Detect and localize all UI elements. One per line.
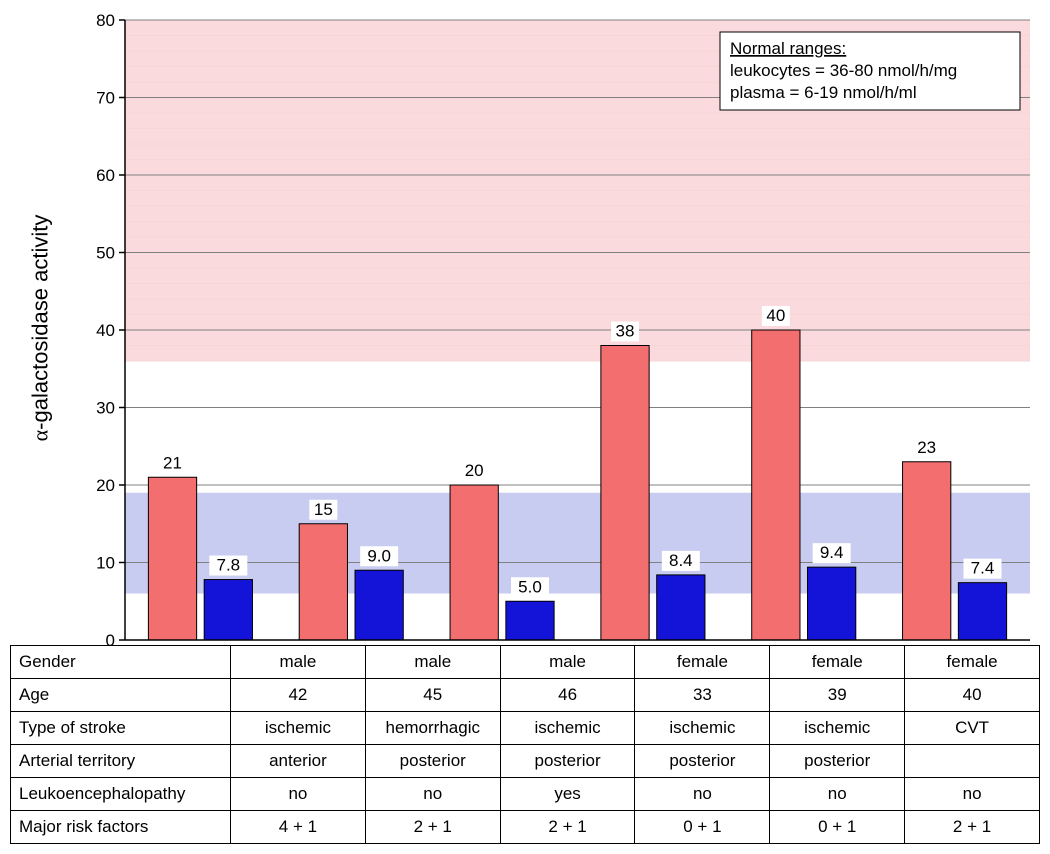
table-cell: 42: [231, 679, 366, 712]
table-row: Age424546333940: [11, 679, 1040, 712]
table-cell: 4 + 1: [231, 811, 366, 844]
chart-row: α-galactosidase activity 21 7.8 15 9.0 20 5.0…: [10, 10, 1040, 645]
table-row: Leukoencephalopathynonoyesnonono: [11, 778, 1040, 811]
table-row: Type of strokeischemichemorrhagicischemi…: [11, 712, 1040, 745]
table-cell: male: [231, 646, 366, 679]
svg-text:30: 30: [96, 399, 115, 418]
svg-text:5.0: 5.0: [518, 577, 542, 596]
svg-text:23: 23: [917, 438, 936, 457]
y-axis-label-wrap: α-galactosidase activity: [10, 10, 70, 645]
table-cell: yes: [500, 778, 635, 811]
table-cell: CVT: [905, 712, 1040, 745]
table-cell: anterior: [231, 745, 366, 778]
table-cell: 2 + 1: [905, 811, 1040, 844]
table-cell: 33: [635, 679, 770, 712]
row-label: Gender: [11, 646, 231, 679]
table-cell: ischemic: [231, 712, 366, 745]
table-cell: female: [905, 646, 1040, 679]
table-cell: 40: [905, 679, 1040, 712]
table-cell: [905, 745, 1040, 778]
svg-text:38: 38: [616, 322, 635, 341]
table-cell: no: [635, 778, 770, 811]
table-cell: no: [231, 778, 366, 811]
svg-text:40: 40: [766, 306, 785, 325]
svg-text:9.0: 9.0: [367, 546, 391, 565]
table-cell: ischemic: [770, 712, 905, 745]
svg-text:Normal ranges:: Normal ranges:: [730, 39, 846, 58]
table-cell: 0 + 1: [635, 811, 770, 844]
svg-text:8.4: 8.4: [669, 551, 693, 570]
bar-chart: 21 7.8 15 9.0 20 5.0 38 8.4 40 9.4 23 7.4 0 10 20 30 40 5…: [70, 10, 1040, 645]
svg-text:40: 40: [96, 321, 115, 340]
svg-text:20: 20: [96, 476, 115, 495]
table-cell: 2 + 1: [500, 811, 635, 844]
svg-text:60: 60: [96, 166, 115, 185]
svg-text:0: 0: [106, 631, 115, 645]
svg-text:10: 10: [96, 554, 115, 573]
y-axis-label: α-galactosidase activity: [27, 214, 53, 441]
ylabel-rest: -galactosidase activity: [27, 214, 52, 429]
table-row: Gendermalemalemalefemalefemalefemale: [11, 646, 1040, 679]
row-label: Type of stroke: [11, 712, 231, 745]
table-cell: hemorrhagic: [365, 712, 500, 745]
table-cell: 39: [770, 679, 905, 712]
svg-text:15: 15: [314, 500, 333, 519]
table-cell: female: [635, 646, 770, 679]
table-cell: 46: [500, 679, 635, 712]
row-label: Arterial territory: [11, 745, 231, 778]
table-cell: posterior: [770, 745, 905, 778]
svg-text:70: 70: [96, 89, 115, 108]
svg-text:20: 20: [465, 461, 484, 480]
table-cell: ischemic: [635, 712, 770, 745]
table-cell: no: [365, 778, 500, 811]
table-cell: no: [770, 778, 905, 811]
svg-text:7.4: 7.4: [971, 559, 995, 578]
table-cell: 45: [365, 679, 500, 712]
table-cell: ischemic: [500, 712, 635, 745]
table-cell: male: [365, 646, 500, 679]
table-row: Arterial territoryanteriorposteriorposte…: [11, 745, 1040, 778]
table-cell: 2 + 1: [365, 811, 500, 844]
table-cell: no: [905, 778, 1040, 811]
table-cell: posterior: [365, 745, 500, 778]
svg-text:9.4: 9.4: [820, 543, 844, 562]
table-cell: female: [770, 646, 905, 679]
svg-text:leukocytes = 36-80 nmol/h/mg: leukocytes = 36-80 nmol/h/mg: [730, 61, 957, 80]
figure-container: α-galactosidase activity 21 7.8 15 9.0 20 5.0…: [10, 10, 1040, 844]
table-cell: male: [500, 646, 635, 679]
table-cell: 0 + 1: [770, 811, 905, 844]
patient-data-table: GendermalemalemalefemalefemalefemaleAge4…: [10, 645, 1040, 844]
table-row: Major risk factors4 + 12 + 12 + 10 + 10 …: [11, 811, 1040, 844]
table-cell: posterior: [500, 745, 635, 778]
svg-text:7.8: 7.8: [217, 556, 241, 575]
table-cell: posterior: [635, 745, 770, 778]
row-label: Major risk factors: [11, 811, 231, 844]
row-label: Age: [11, 679, 231, 712]
svg-text:50: 50: [96, 244, 115, 263]
alpha-glyph: α: [27, 429, 52, 441]
svg-text:plasma = 6-19 nmol/h/ml: plasma = 6-19 nmol/h/ml: [730, 83, 917, 102]
svg-text:80: 80: [96, 11, 115, 30]
svg-text:21: 21: [163, 453, 182, 472]
row-label: Leukoencephalopathy: [11, 778, 231, 811]
